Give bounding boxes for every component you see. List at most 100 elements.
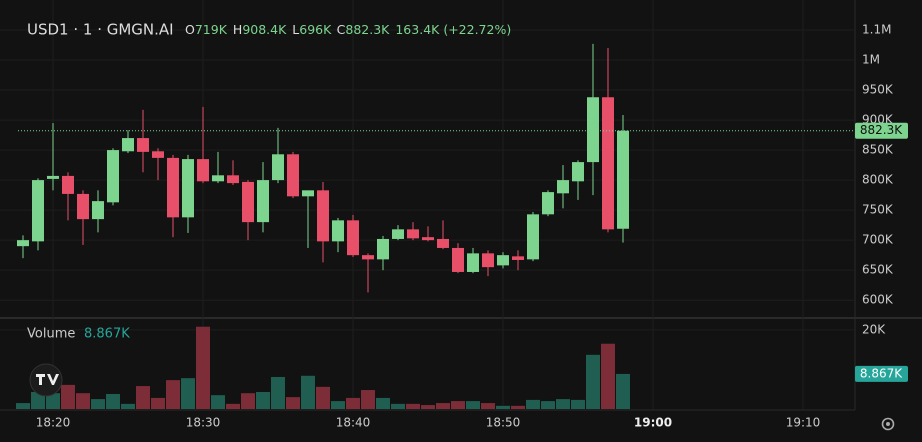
volume-bar: [135, 386, 150, 409]
volume-bar: [60, 384, 75, 409]
volume-value: 8.867K: [84, 327, 130, 342]
candle-body: [196, 159, 209, 182]
symbol-title: USD1 · 1 · GMGN.AI: [27, 21, 174, 39]
x-tick-label: 18:30: [186, 416, 221, 430]
volume-bar: [450, 401, 465, 409]
volume-bar: [420, 405, 435, 409]
legend-key: L: [292, 22, 299, 37]
gear-ring: [881, 417, 895, 431]
candle-body: [466, 253, 479, 272]
y-tick-label: 1M: [862, 53, 880, 67]
volume-bar: [435, 403, 450, 409]
volume-bar: [165, 380, 180, 409]
candle-body: [211, 175, 224, 182]
candle-body: [271, 154, 284, 181]
candle-body: [421, 237, 434, 241]
candle-body: [241, 181, 254, 223]
volume-bar: [405, 403, 420, 409]
legend-change: 163.4K (+22.72%): [395, 22, 511, 37]
volume-bar: [360, 390, 375, 409]
volume-bar: [255, 391, 270, 409]
legend-key: O: [185, 22, 195, 37]
volume-bar: [390, 403, 405, 409]
volume-bar: [270, 376, 285, 409]
volume-bar: [585, 354, 600, 409]
volume-bar: [600, 343, 615, 409]
candle-body: [481, 253, 494, 268]
marks: [15, 43, 855, 409]
volume-bar: [120, 403, 135, 409]
candle-body: [91, 201, 104, 220]
candle-body: [406, 229, 419, 239]
candle-body: [436, 238, 449, 248]
candle-body: [46, 175, 59, 179]
y-tick-label: 600K: [862, 293, 894, 307]
candle-body: [511, 256, 524, 260]
gear-center: [886, 422, 890, 426]
legend-key: C: [337, 22, 346, 37]
candle-body: [526, 214, 539, 260]
last-price-label: 882.3K: [860, 123, 903, 137]
candle-body: [346, 220, 359, 256]
volume-bar: [345, 397, 360, 409]
y-tick-label: 750K: [862, 203, 894, 217]
candle-body: [136, 138, 149, 152]
legend-value: 882.3K: [345, 22, 390, 37]
x-tick-label: 18:50: [486, 416, 521, 430]
volume-bar: [525, 399, 540, 409]
logo-glyph: [36, 374, 59, 385]
volume-bar: [180, 378, 195, 409]
settings-icon[interactable]: [881, 417, 895, 431]
candle-body: [106, 150, 119, 203]
volume-bar: [300, 375, 315, 409]
legend-key: H: [233, 22, 242, 37]
x-tick-label: 18:20: [36, 416, 71, 430]
candle-body: [541, 192, 554, 215]
volume-bar: [510, 405, 525, 409]
candle-body: [451, 247, 464, 272]
volume-title: Volume: [27, 327, 75, 342]
y-tick-label: 650K: [862, 263, 894, 277]
volume-bar: [150, 397, 165, 409]
candle-body: [391, 229, 404, 239]
candle-body: [571, 162, 584, 182]
y-tick-label: 850K: [862, 143, 894, 157]
volume-bar: [315, 386, 330, 409]
candle-body: [361, 255, 374, 260]
candle-body: [586, 97, 599, 163]
volume-bar: [90, 399, 105, 409]
volume-bar: [210, 395, 225, 409]
candle-body: [31, 180, 44, 242]
volume-bar: [375, 397, 390, 409]
volume-bar: [465, 401, 480, 409]
candle-body: [301, 190, 314, 197]
last-volume-label: 8.867K: [860, 366, 903, 380]
volume-bar: [45, 393, 60, 409]
volume-bar: [240, 393, 255, 409]
candle-body: [76, 193, 89, 220]
ohlc-legend: O719K H908.4K L696K C882.3K 163.4K (+22.72%): [185, 22, 511, 37]
candle-body: [16, 240, 29, 247]
volume-bar: [195, 326, 210, 409]
candle-body: [556, 180, 569, 194]
volume-bar: [615, 373, 630, 409]
logo-circle[interactable]: [29, 363, 63, 397]
x-tick-label: 19:00: [634, 416, 672, 430]
candle-body: [616, 130, 629, 229]
volume-bar: [105, 393, 120, 409]
volume-bar: [330, 401, 345, 409]
legend-value: 696K: [299, 22, 332, 37]
candle-body: [151, 151, 164, 158]
last-volume-box: [855, 365, 908, 382]
last-price-box: [855, 122, 908, 139]
volume-bar: [285, 397, 300, 409]
volume-bar: [555, 399, 570, 409]
tradingview-logo[interactable]: [29, 363, 63, 397]
x-tick-label: 19:10: [786, 416, 821, 430]
volume-bar: [540, 401, 555, 409]
candle-body: [61, 175, 74, 194]
candle-body: [331, 220, 344, 242]
volume-bar: [495, 405, 510, 409]
